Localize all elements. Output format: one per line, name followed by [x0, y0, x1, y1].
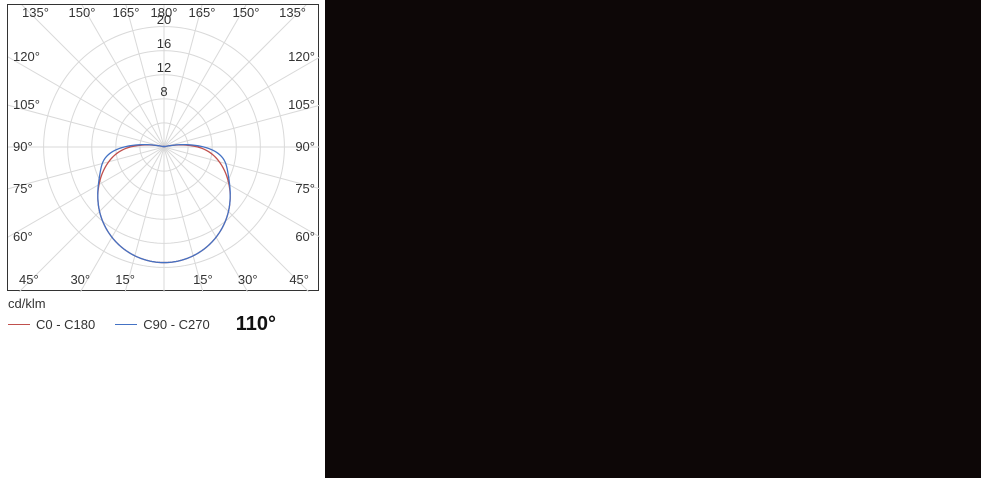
- svg-text:15°: 15°: [193, 272, 213, 287]
- svg-text:165°: 165°: [189, 5, 216, 20]
- svg-text:60°: 60°: [295, 229, 315, 244]
- svg-text:150°: 150°: [69, 5, 96, 20]
- svg-text:165°: 165°: [113, 5, 140, 20]
- svg-text:120°: 120°: [13, 49, 40, 64]
- svg-text:135°: 135°: [279, 5, 306, 20]
- svg-text:8: 8: [160, 84, 167, 99]
- svg-text:105°: 105°: [13, 97, 40, 112]
- svg-text:90°: 90°: [13, 139, 33, 154]
- svg-text:150°: 150°: [233, 5, 260, 20]
- svg-text:16: 16: [157, 36, 171, 51]
- svg-text:20: 20: [157, 12, 171, 27]
- svg-text:12: 12: [157, 60, 171, 75]
- svg-text:15°: 15°: [115, 272, 135, 287]
- svg-text:90°: 90°: [295, 139, 315, 154]
- svg-text:75°: 75°: [295, 181, 315, 196]
- svg-text:75°: 75°: [13, 181, 33, 196]
- svg-text:30°: 30°: [238, 272, 258, 287]
- svg-text:135°: 135°: [22, 5, 49, 20]
- svg-text:120°: 120°: [288, 49, 315, 64]
- svg-text:45°: 45°: [289, 272, 309, 287]
- svg-text:30°: 30°: [70, 272, 90, 287]
- svg-text:45°: 45°: [19, 272, 39, 287]
- svg-text:60°: 60°: [13, 229, 33, 244]
- svg-text:105°: 105°: [288, 97, 315, 112]
